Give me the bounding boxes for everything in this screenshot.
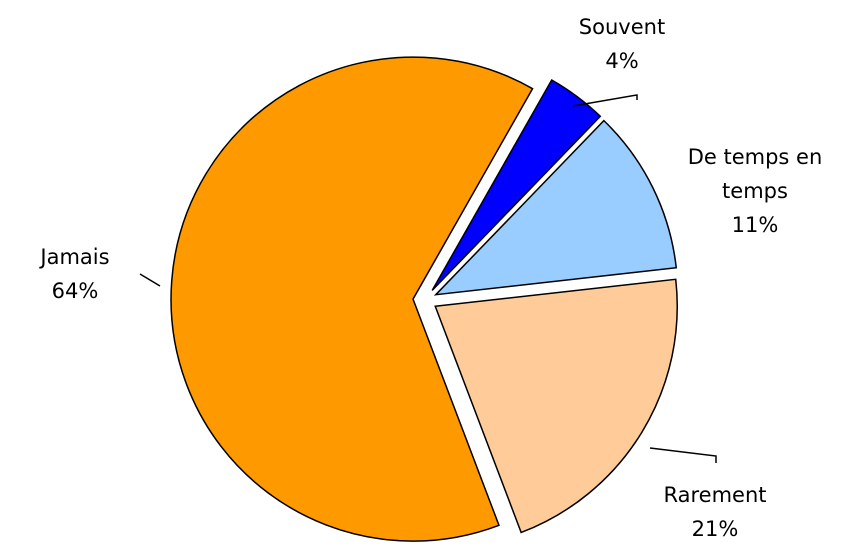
pie-slice [434, 278, 678, 534]
value-label: 4% [605, 49, 639, 73]
value-label: 21% [691, 517, 739, 541]
leader-line [572, 94, 638, 107]
leader-line [649, 447, 717, 463]
category-label: Rarement [663, 483, 767, 507]
leader-line [139, 273, 161, 287]
category-label: Souvent [578, 15, 666, 39]
pie-slice [433, 119, 678, 296]
category-label: De temps en temps [687, 145, 823, 203]
data-label: Rarement 21% [630, 478, 800, 546]
data-label: De temps en temps 11% [655, 140, 850, 242]
pie-slice [431, 78, 602, 291]
value-label: 64% [51, 279, 99, 303]
pie-slice [170, 56, 534, 542]
data-label: Jamais 64% [15, 240, 135, 308]
data-label: Souvent 4% [542, 10, 702, 78]
category-label: Jamais [40, 245, 110, 269]
value-label: 11% [731, 213, 779, 237]
